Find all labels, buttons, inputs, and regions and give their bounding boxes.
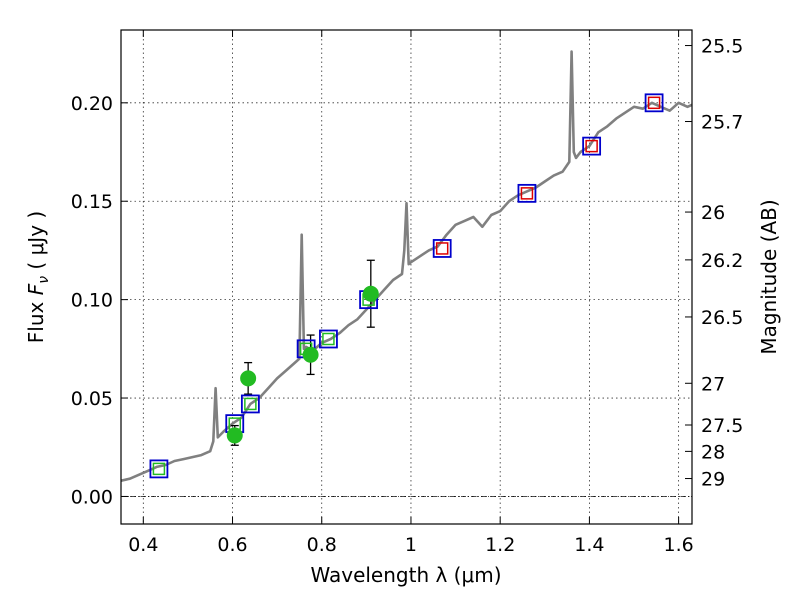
red-square-1 [520,187,534,200]
y2-axis-label: Magnitude (AB) [757,199,781,354]
x-tick-label: 1.2 [485,534,515,556]
marker-layer [149,93,664,479]
y-axis-label-symbol: F [24,283,48,295]
y2-tick-label: 29 [701,469,725,491]
y-axis-label: Flux Fν ( μJy ) [24,211,52,343]
y-axis: 0.00 0.05 0.10 0.15 0.20 [71,93,128,508]
plot-frame [120,29,693,525]
x-axis: 0.4 0.6 0.8 1 1.2 1.4 1.6 [128,30,694,556]
y2-tick-label: 26.5 [701,307,743,329]
y-axis-label-prefix: Flux [24,295,48,343]
y-axis-label-subscript: ν [36,276,52,284]
observed-point-0 [226,427,243,444]
observed-point-3 [362,285,379,302]
x-axis-label: Wavelength λ (μm) [310,563,501,587]
y2-tick-label: 25.5 [701,36,743,58]
y2-tick-label: 26 [701,202,725,224]
plot-area [121,50,692,482]
observed-point-1 [240,370,257,387]
y2-tick-label: 25.7 [701,112,743,134]
red-square-2 [585,139,598,153]
y2-tick-label: 28 [701,441,725,463]
blue-square-4 [319,329,338,349]
y-tick-label: 0.20 [71,93,113,115]
y2-tick-label: 26.2 [701,250,743,272]
y-tick-label: 0.05 [71,388,113,410]
blue-square-0 [149,459,169,479]
y2-axis: 25.5 25.7 26 26.2 26.5 27 27.5 28 29 [685,36,743,491]
blue-square-8 [582,136,602,156]
x-tick-label: 0.4 [128,534,158,556]
red-square-3 [647,96,661,110]
blue-square-9 [644,93,664,113]
green-square-4 [322,332,335,346]
y-axis-label-suffix: ( μJy ) [24,211,48,276]
red-square-0 [435,242,449,255]
x-tick-label: 1 [405,534,417,556]
x-tick-label: 0.8 [307,534,337,556]
blue-square-7 [517,183,537,203]
green-square-2 [244,397,257,411]
x-tick-label: 1.6 [664,534,694,556]
x-tick-label: 0.6 [217,534,247,556]
y-tick-label: 0.00 [71,486,113,508]
green-square-0 [152,462,166,476]
observed-point-2 [302,346,319,363]
blue-square-2 [240,394,260,414]
y-tick-label: 0.15 [71,191,113,213]
y-tick-label: 0.10 [71,290,113,312]
x-tick-label: 1.4 [574,534,604,556]
blue-square-6 [432,239,452,258]
y2-tick-label: 27 [701,373,725,395]
y2-tick-label: 27.5 [701,415,743,437]
